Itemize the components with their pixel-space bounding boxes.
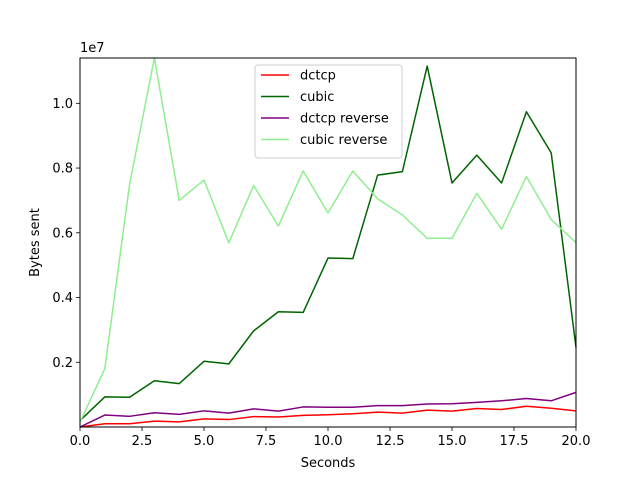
- y-tick-label: 1.0: [52, 97, 73, 112]
- legend-label: cubic reverse: [300, 133, 387, 148]
- y-tick-label: 0.6: [52, 226, 73, 241]
- x-tick-label: 20.0: [562, 434, 591, 449]
- y-tick-label: 0.4: [52, 291, 73, 306]
- x-tick-label: 7.5: [256, 434, 277, 449]
- x-tick-label: 10.0: [314, 434, 343, 449]
- legend-box: [254, 64, 403, 159]
- x-tick-label: 2.5: [132, 434, 153, 449]
- series-line-cubic-reverse: [79, 57, 577, 423]
- legend: dctcp cubic dctcp reverse cubic reverse: [254, 64, 403, 159]
- y-axis-label: Bytes sent: [28, 208, 43, 277]
- x-tick-label: 12.5: [376, 434, 405, 449]
- x-axis: 0.0 2.5 5.0 7.5 10.0 12.5 15.0 17.5 20.0: [70, 427, 591, 449]
- legend-label: cubic: [300, 90, 334, 105]
- y-offset-label: 1e7: [80, 41, 105, 56]
- y-tick-label: 0.8: [52, 162, 73, 177]
- x-tick-label: 0.0: [70, 434, 91, 449]
- x-tick-label: 15.0: [438, 434, 467, 449]
- legend-label: dctcp: [300, 69, 336, 84]
- x-tick-label: 17.5: [500, 434, 529, 449]
- series-line-cubic: [79, 65, 577, 422]
- plot-area: [79, 57, 577, 428]
- series-line-dctcp: [79, 405, 577, 428]
- legend-label: dctcp reverse: [300, 112, 389, 127]
- y-axis: 0.2 0.4 0.6 0.8 1.0: [52, 97, 80, 371]
- x-axis-label: Seconds: [301, 456, 356, 471]
- series-line-dctcp-reverse: [79, 391, 577, 428]
- x-tick-label: 5.0: [194, 434, 215, 449]
- y-tick-label: 0.2: [52, 356, 73, 371]
